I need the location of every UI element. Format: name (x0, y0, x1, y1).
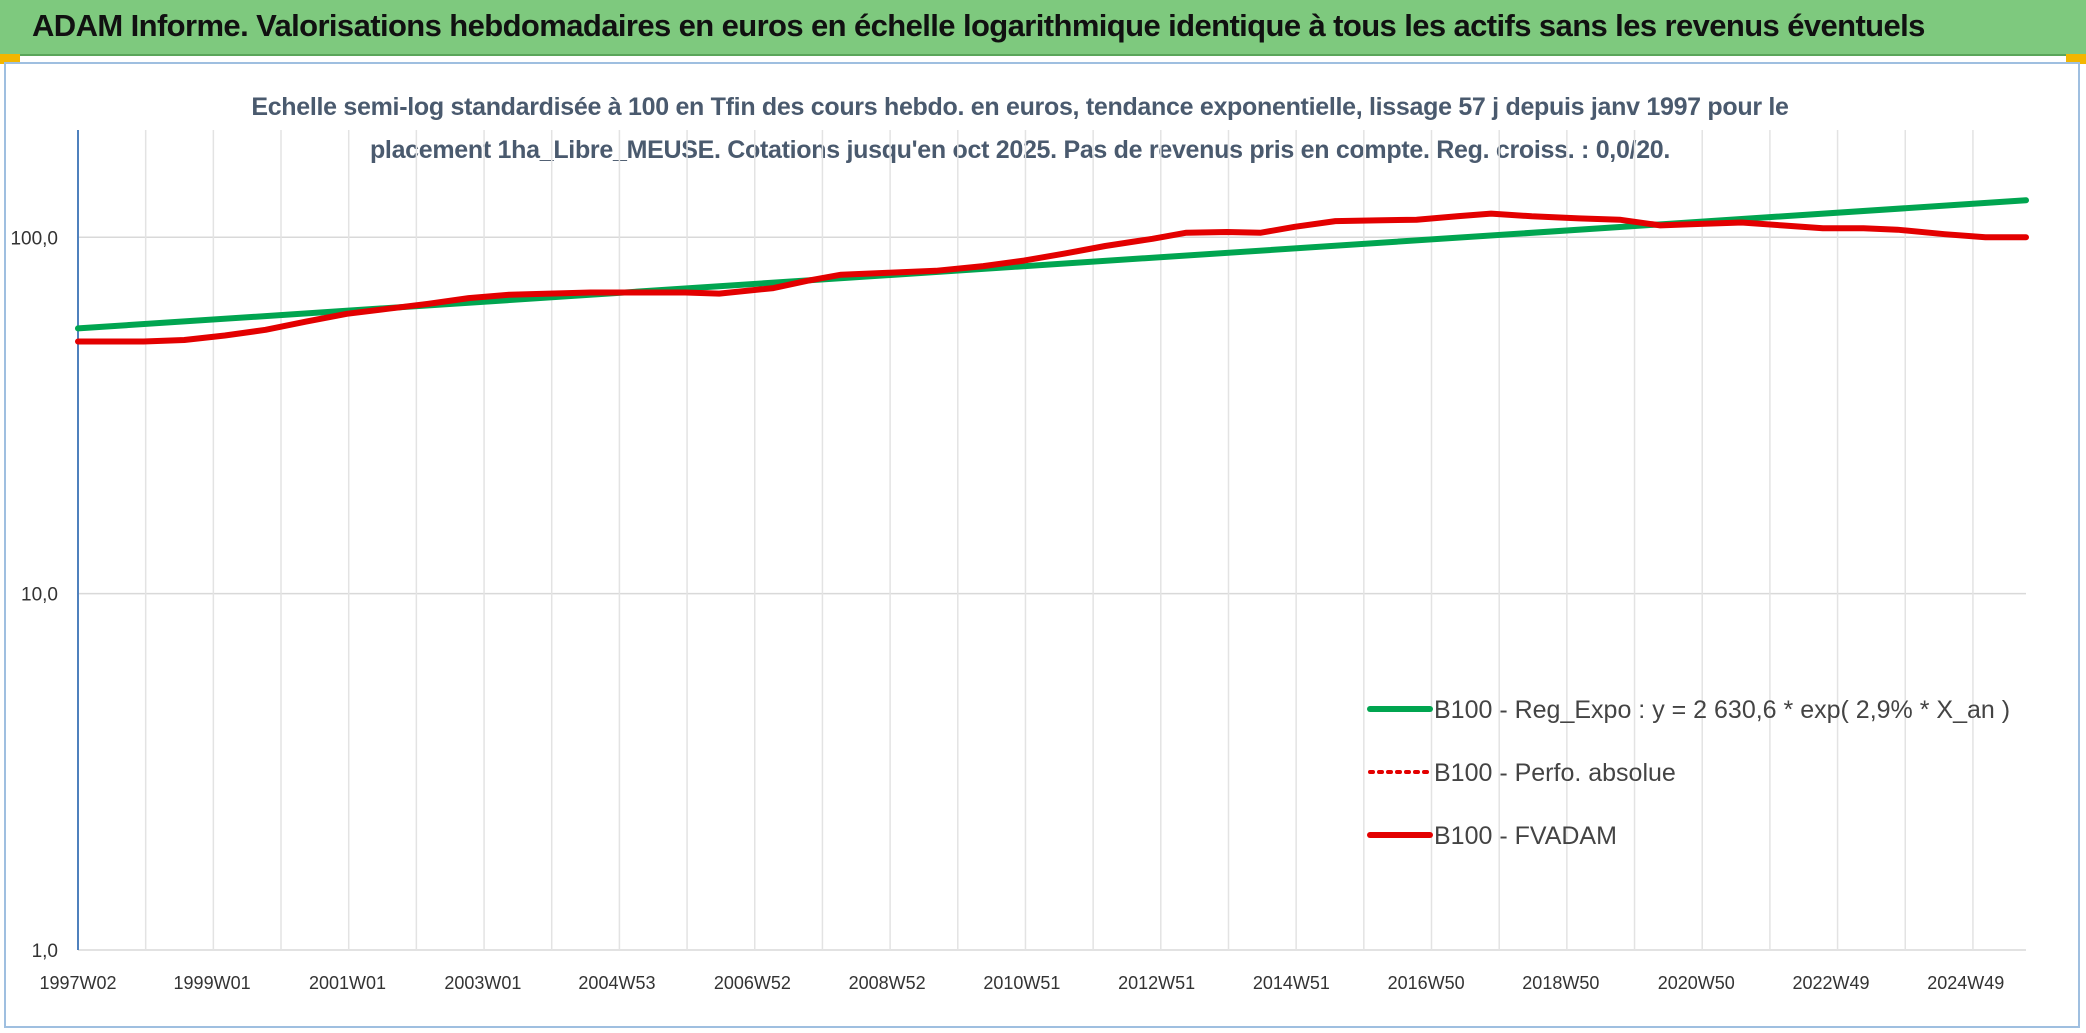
chart-title-line-2: placement 1ha_Libre_MEUSE. Cotations jus… (369, 136, 1671, 164)
axes: 1,0 10,0 100,0 1997W02 1999W01 2001W01 2003W01… (10, 130, 2004, 993)
y-tick-label: 10,0 (21, 585, 58, 606)
x-tick-label: 2003W01 (444, 973, 521, 993)
x-tick-label: 2010W51 (983, 973, 1060, 993)
series-line-3 (75, 210, 2029, 345)
x-tick-label: 2014W51 (1253, 973, 1330, 993)
x-tick-label: 2004W53 (578, 973, 655, 993)
corner-marker-right (2066, 54, 2086, 64)
x-tick-label: 2016W50 (1388, 973, 1465, 993)
report-title: ADAM Informe. Valorisations hebdomadaire… (32, 8, 1925, 43)
y-tick-label: 1,0 (32, 941, 58, 962)
x-tick-label: 2012W51 (1118, 973, 1195, 993)
x-tick-label: 2008W52 (849, 973, 926, 993)
legend-label-3: B100 - FVADAM (1434, 822, 1617, 850)
x-tick-label: 2022W49 (1792, 973, 1869, 993)
legend: B100 - Reg_Expo : y = 2 630,6 * exp( 2,9… (1367, 696, 2010, 850)
chart-title: Echelle semi-log standardisée à 100 en T… (230, 86, 1810, 172)
chart-title-line-1: Echelle semi-log standardisée à 100 en T… (251, 93, 1789, 121)
x-tick-label: 2006W52 (714, 973, 791, 993)
series-lines (75, 197, 2029, 345)
corner-marker-left (0, 54, 20, 64)
x-tick-label: 1999W01 (174, 973, 251, 993)
x-tick-label: 2001W01 (309, 973, 386, 993)
x-tick-label: 2018W50 (1522, 973, 1599, 993)
x-tick-label: 1997W02 (39, 973, 116, 993)
report-banner: ADAM Informe. Valorisations hebdomadaire… (0, 0, 2086, 56)
x-tick-label: 2020W50 (1658, 973, 1735, 993)
x-tick-label: 2024W49 (1927, 973, 2004, 993)
chart-frame (4, 62, 2080, 1028)
y-tick-label: 100,0 (10, 228, 58, 249)
legend-label-1: B100 - Reg_Expo : y = 2 630,6 * exp( 2,9… (1434, 696, 2010, 724)
legend-label-2: B100 - Perfo. absolue (1434, 759, 1676, 787)
